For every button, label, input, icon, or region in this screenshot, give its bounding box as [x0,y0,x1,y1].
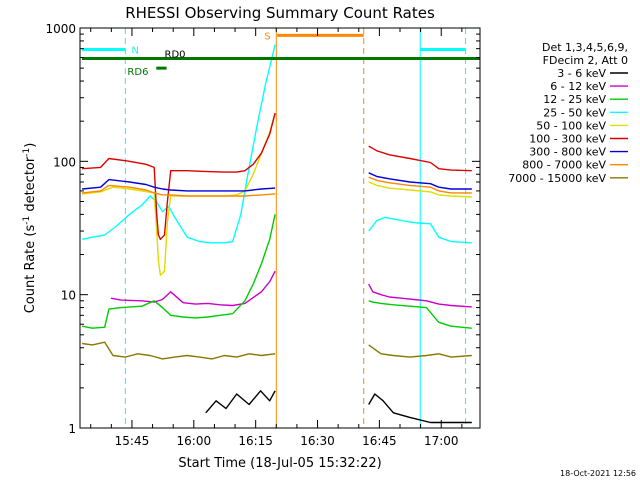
x-tick-label-1: 16:00 [177,434,212,448]
series-line-0-seg-1 [368,393,472,424]
series-line-5-seg-0 [82,112,276,241]
legend-entry-label-0: 3 - 6 keV [557,67,606,80]
legend-entry-label-4: 50 - 100 keV [536,119,606,132]
series-line-8-seg-0 [82,341,276,360]
series-line-1-seg-0 [110,270,276,307]
plot-frame [79,27,481,429]
y-tick-label-3: 1000 [45,22,76,36]
y-axis-label: Count Rate (s-1 detector-1) [22,143,38,314]
y-tick-label-1: 10 [61,289,76,303]
plot-area: RD0 RD6 N S [81,28,480,428]
series-line-2-seg-1 [368,300,472,329]
series-line-6-seg-0 [82,178,276,192]
axes: 1 10 100 1000 15:45 16:00 16:15 16:30 16:45 17:00 [45,22,481,448]
legend-entry-label-2: 12 - 25 keV [543,93,606,106]
series-line-1-seg-1 [368,283,472,308]
legend: Det 1,3,4,5,6,9, FDecim 2, Att 0 3 - 6 k… [508,41,628,185]
x-tick-label-2: 16:15 [238,434,273,448]
x-axis-label: Start Time (18-Jul-05 15:32:22) [178,456,381,471]
legend-header-line-1: Det 1,3,4,5,6,9, [542,41,628,54]
series-line-4-seg-1 [368,181,472,198]
series-line-8-seg-1 [368,344,472,358]
legend-header-line-2: FDecim 2, Att 0 [543,54,628,67]
x-tick-label-0: 15:45 [115,434,150,448]
series-line-2-seg-0 [81,214,276,329]
series-line-5-seg-1 [368,145,472,172]
legend-entry-label-8: 7000 - 15000 keV [508,172,606,185]
night-label: N [132,45,139,56]
series-line-4-seg-0 [82,112,276,276]
series-line-3-seg-0 [81,44,276,244]
legend-entry-label-6: 300 - 800 keV [529,146,606,159]
legend-entry-label-5: 100 - 300 keV [529,133,606,146]
y-axis-label-suffix: detector [23,156,38,216]
legend-entry-label-7: 800 - 7000 keV [522,159,606,172]
legend-entry-label-1: 6 - 12 keV [550,80,606,93]
series-line-7-seg-0 [82,184,276,197]
series-line-6-seg-1 [368,172,472,190]
series-line-3-seg-1 [368,216,472,244]
rd6-label: RD6 [127,67,148,78]
y-tick-label-0: 1 [68,422,76,436]
x-tick-label-4: 16:45 [362,434,397,448]
y-axis-label-sup: -1 [22,216,32,225]
footer-date: 18-Oct-2021 12:56 [560,469,636,478]
y-axis-label-sup2: -1 [22,148,32,157]
rd0-label: RD0 [165,50,186,61]
series-line-7-seg-1 [368,176,472,194]
saa-label: S [264,31,270,42]
y-tick-label-2: 100 [53,155,76,169]
x-tick-label-3: 16:30 [300,434,335,448]
chart-title: RHESSI Observing Summary Count Rates [125,4,435,22]
x-tick-label-5: 17:00 [424,434,459,448]
series-line-0-seg-0 [205,390,276,414]
y-axis-label-end: ) [23,143,38,148]
y-axis-label-prefix: Count Rate (s [23,225,38,314]
legend-entry-label-3: 25 - 50 keV [543,106,606,119]
